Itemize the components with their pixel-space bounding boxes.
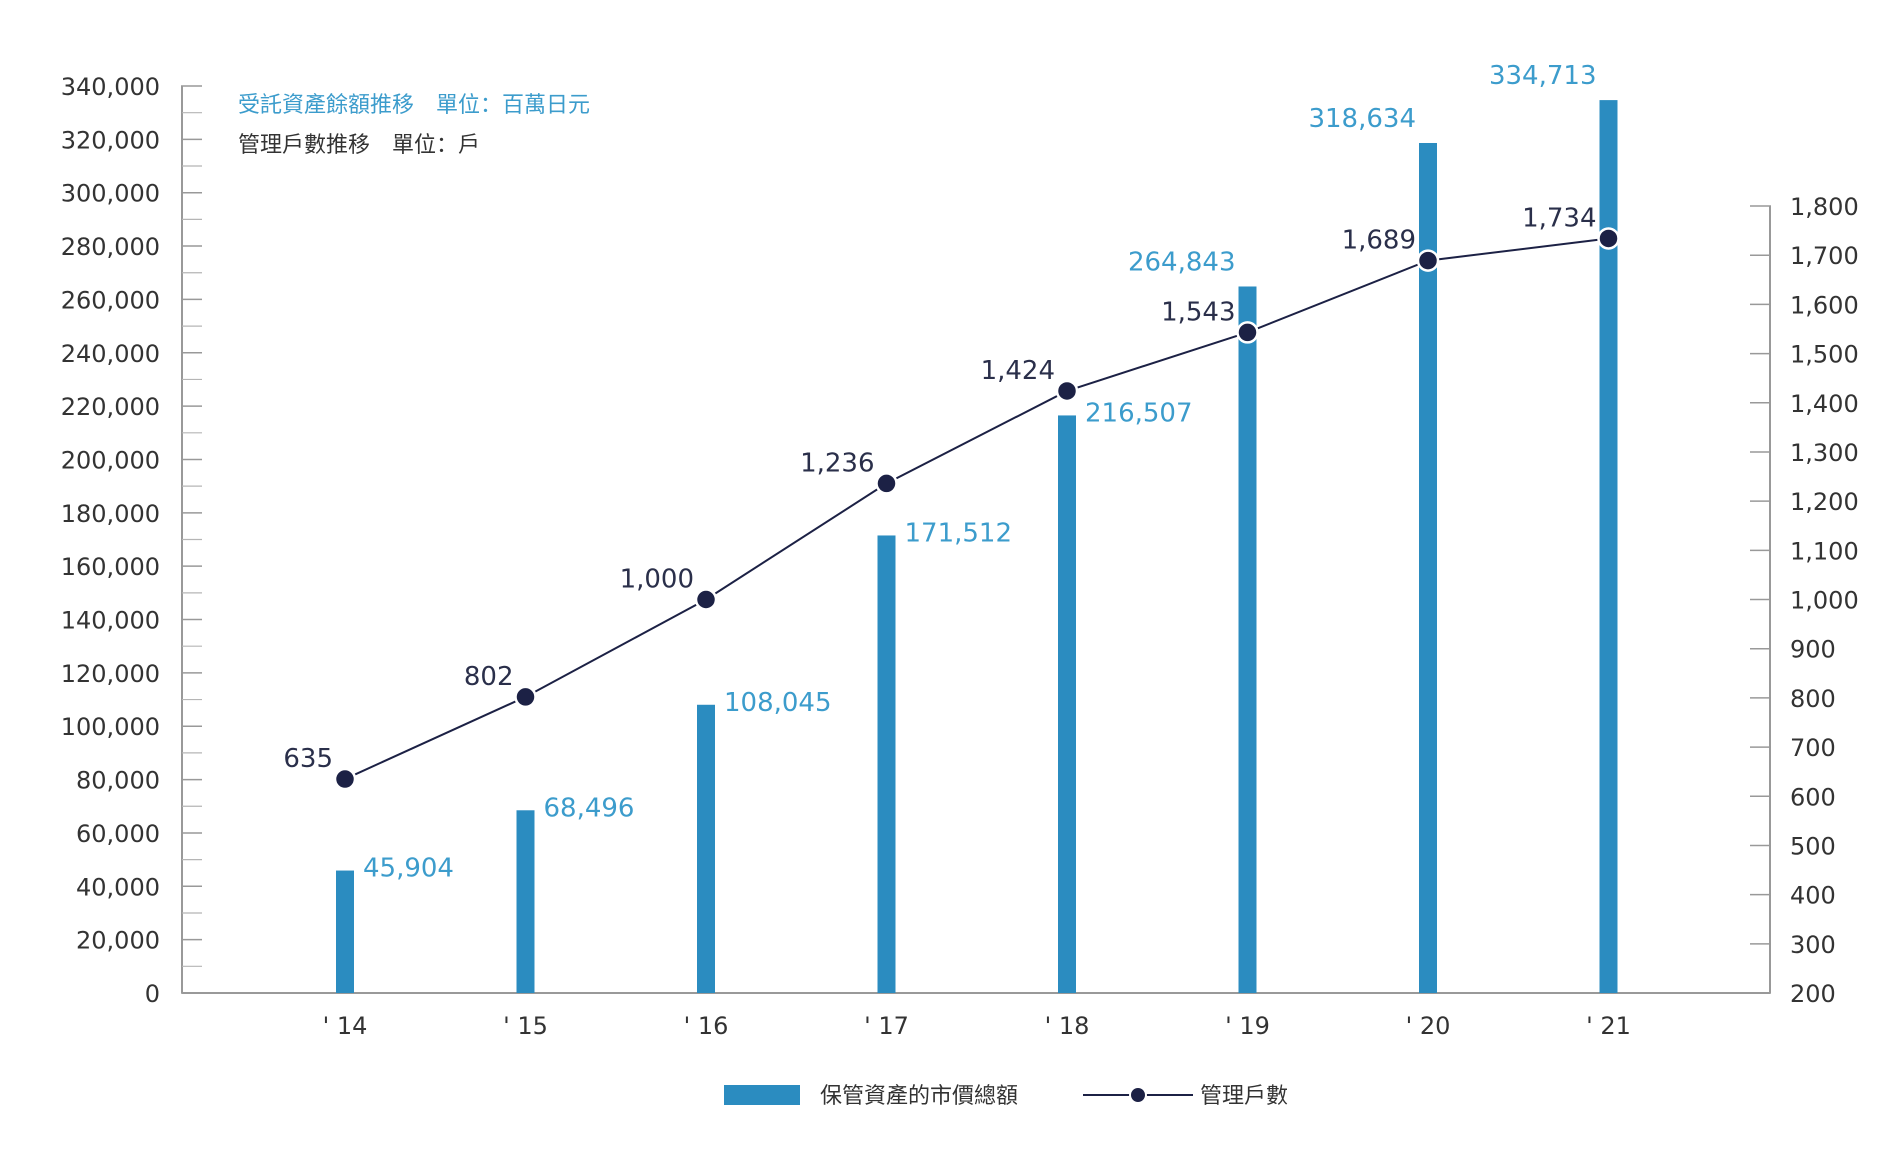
annotation-assets-unit: 受託資產餘額推移 單位：百萬日元: [238, 93, 590, 118]
line-value-label: 1,000: [620, 565, 694, 595]
bar-value-label: 108,045: [724, 688, 832, 718]
left-tick-label: 40,000: [76, 873, 160, 901]
line-value-label: 635: [283, 744, 333, 774]
right-tick-label: 1,400: [1790, 390, 1859, 418]
line-point-0: [333, 767, 357, 791]
left-tick-label: 160,000: [61, 553, 160, 581]
legend-bar-label: 保管資產的市價總額: [820, 1084, 1018, 1109]
bar-value-label: 171,512: [905, 518, 1013, 548]
line-value-label: 1,424: [981, 356, 1055, 386]
right-tick-label: 1,300: [1790, 439, 1859, 467]
bar-value-label: 264,843: [1128, 247, 1236, 277]
line-point-7: [1597, 227, 1620, 250]
right-tick-label: 1,800: [1790, 193, 1859, 221]
legend-line-label: 管理戶數: [1200, 1084, 1288, 1109]
left-tick-label: 200,000: [61, 446, 160, 474]
line-value-label: 1,689: [1342, 226, 1416, 256]
right-tick-label: 1,200: [1790, 488, 1859, 516]
left-tick-label: 340,000: [61, 73, 160, 101]
right-tick-label: 900: [1790, 636, 1836, 664]
left-tick-label: 0: [145, 980, 160, 1008]
right-tick-label: 1,500: [1790, 341, 1859, 369]
right-tick-label: 300: [1790, 931, 1836, 959]
right-tick-label: 1,600: [1790, 291, 1859, 319]
bar-value-label: 334,713: [1489, 61, 1597, 91]
bar-5: [1238, 286, 1257, 994]
bar-4: [1058, 415, 1076, 993]
legend-bar-swatch: [724, 1085, 800, 1105]
left-tick-label: 180,000: [61, 500, 160, 528]
bar-1: [516, 810, 535, 993]
left-tick-label: 320,000: [61, 126, 160, 154]
left-tick-label: 80,000: [76, 767, 160, 795]
annotation-households-unit: 管理戶數推移 單位：戶: [238, 133, 480, 158]
left-tick-label: 60,000: [76, 820, 160, 848]
left-tick-label: 100,000: [61, 713, 160, 741]
legend-line-marker: [1129, 1086, 1147, 1104]
line-value-label: 1,236: [800, 448, 874, 478]
x-tick-label: ' 15: [503, 1012, 548, 1040]
left-tick-label: 220,000: [61, 393, 160, 421]
bar-value-label: 318,634: [1308, 104, 1416, 134]
bar-0: [336, 870, 354, 993]
x-tick-label: ' 19: [1225, 1012, 1270, 1040]
bar-2: [697, 704, 715, 993]
line-point-4: [1055, 379, 1079, 403]
bar-value-label: 68,496: [544, 793, 635, 823]
x-tick-label: ' 18: [1045, 1012, 1090, 1040]
bar-7: [1599, 100, 1618, 993]
bar-value-label: 45,904: [363, 854, 454, 884]
right-tick-label: 1,000: [1790, 587, 1859, 615]
line-point-1: [514, 685, 537, 709]
line-point-3: [875, 472, 898, 495]
bar-3: [877, 535, 896, 993]
x-tick-label: ' 21: [1586, 1012, 1631, 1040]
left-tick-label: 280,000: [61, 233, 160, 261]
line-value-label: 1,543: [1161, 297, 1235, 327]
x-tick-label: ' 20: [1406, 1012, 1451, 1040]
line-point-2: [694, 588, 718, 611]
x-tick-label: ' 16: [684, 1012, 729, 1040]
right-tick-label: 500: [1790, 832, 1836, 860]
left-tick-label: 260,000: [61, 286, 160, 314]
right-tick-label: 600: [1790, 783, 1836, 811]
line-value-label: 1,734: [1522, 203, 1596, 233]
right-tick-label: 200: [1790, 980, 1836, 1008]
line-point-5: [1236, 321, 1259, 344]
left-tick-label: 140,000: [61, 607, 160, 635]
left-tick-label: 240,000: [61, 340, 160, 368]
right-tick-label: 1,700: [1790, 242, 1859, 270]
left-tick-label: 300,000: [61, 180, 160, 208]
left-tick-label: 20,000: [76, 927, 160, 955]
right-tick-label: 800: [1790, 685, 1836, 713]
right-tick-label: 700: [1790, 734, 1836, 762]
bar-6: [1419, 142, 1437, 993]
x-tick-label: ' 14: [323, 1012, 368, 1040]
x-tick-label: ' 17: [864, 1012, 909, 1040]
right-tick-label: 1,100: [1790, 537, 1859, 565]
left-tick-label: 120,000: [61, 660, 160, 688]
households-line: [344, 237, 1609, 780]
line-point-6: [1416, 249, 1440, 272]
bar-value-label: 216,507: [1085, 398, 1193, 428]
line-value-label: 802: [464, 662, 514, 692]
right-tick-label: 400: [1790, 882, 1836, 910]
